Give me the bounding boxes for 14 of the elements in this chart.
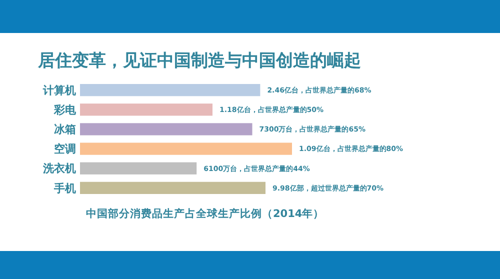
chart-title: 居住变革，见证中国制造与中国创造的崛起	[37, 51, 361, 71]
y-tick-label: 彩电	[53, 103, 77, 116]
bar	[80, 162, 197, 174]
bar	[80, 104, 212, 116]
bar	[80, 84, 260, 96]
bar	[80, 123, 252, 136]
bar	[80, 142, 292, 155]
bar	[80, 182, 266, 194]
y-tick-label: 洗衣机	[42, 162, 76, 176]
y-tick-label: 冰箱	[54, 123, 76, 136]
y-tick-label: 空调	[54, 142, 76, 156]
y-tick-label: 手机	[53, 182, 76, 195]
y-tick-label: 计算机	[42, 84, 76, 97]
text: 中国部分消费品生产占全球生产比例（2014年）	[86, 207, 324, 220]
